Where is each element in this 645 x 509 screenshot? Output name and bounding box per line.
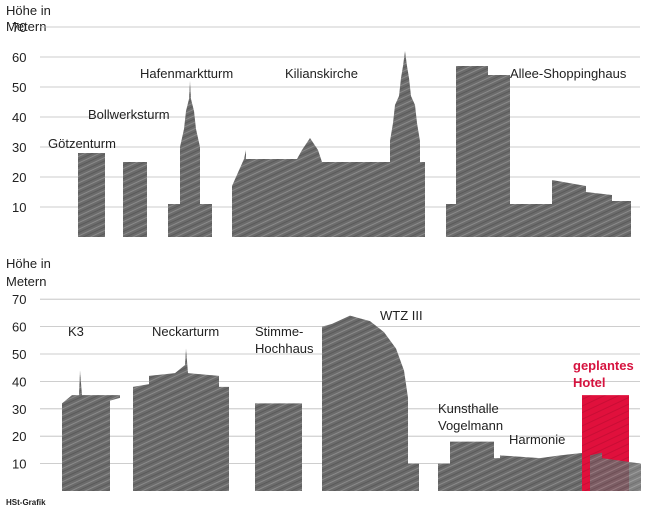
building-wtz-iii bbox=[322, 315, 419, 491]
building-label-geplantes-hotel: geplantes bbox=[573, 358, 634, 373]
building-stimme-hochhaus bbox=[255, 403, 302, 491]
building-shape-gotzenturm bbox=[78, 153, 105, 237]
building-shape-kunsthalle-vogelmann bbox=[438, 441, 500, 491]
y-axis-title-line-1: Höhe in bbox=[6, 3, 51, 18]
building-label-harmonie: Harmonie bbox=[509, 432, 565, 447]
building-label-kunsthalle-vogelmann: Kunsthalle bbox=[438, 401, 499, 416]
building-shape-k3 bbox=[62, 370, 120, 491]
y-tick-label: 20 bbox=[12, 170, 26, 185]
building-labels: Götzenturm Bollwerksturm Hafenmarktturm Kil… bbox=[48, 66, 627, 151]
building-neckarturm bbox=[133, 348, 229, 491]
building-label-stimme-hochhaus: Stimme- bbox=[255, 324, 303, 339]
building-shape-bollwerksturm bbox=[123, 162, 147, 237]
building-shape-stimme-hochhaus bbox=[255, 403, 302, 491]
building-label-stimme-hochhaus: Hochhaus bbox=[255, 341, 314, 356]
building-label-kilianskirche: Kilianskirche bbox=[285, 66, 358, 81]
y-tick-label: 10 bbox=[12, 200, 26, 215]
building-silhouettes bbox=[62, 315, 641, 491]
building-kunsthalle-vogelmann bbox=[438, 441, 500, 491]
y-axis-title-line-1: Höhe in bbox=[6, 256, 51, 271]
building-hafenmarktturm bbox=[168, 81, 212, 237]
building-label-wtz-iii: WTZ III bbox=[380, 308, 423, 323]
building-labels: K3 Neckarturm Stimme- Hochhaus WTZ III Kunsth… bbox=[68, 308, 634, 447]
y-tick-label: 40 bbox=[12, 374, 26, 389]
building-shape-allee-shoppinghaus bbox=[446, 66, 631, 237]
y-tick-labels: 10 20 30 40 50 60 70 bbox=[12, 292, 26, 471]
building-gotzenturm bbox=[78, 153, 105, 237]
building-shape-kilianskirche bbox=[232, 51, 425, 237]
building-shape-wtz-iii bbox=[322, 315, 419, 491]
building-label-geplantes-hotel: Hotel bbox=[573, 375, 606, 390]
y-tick-label: 30 bbox=[12, 140, 26, 155]
building-shape-neckarturm bbox=[133, 348, 229, 491]
building-label-neckarturm: Neckarturm bbox=[152, 324, 219, 339]
building-k3 bbox=[62, 370, 120, 491]
building-bollwerksturm bbox=[123, 162, 147, 237]
y-tick-label: 60 bbox=[12, 320, 26, 335]
building-kilianskirche bbox=[232, 51, 425, 237]
y-tick-label: 70 bbox=[12, 20, 26, 35]
y-axis-title-line-2: Metern bbox=[6, 19, 46, 34]
building-label-allee-shoppinghaus: Allee-Shoppinghaus bbox=[510, 66, 627, 81]
y-tick-label: 40 bbox=[12, 110, 26, 125]
building-shape-existing-harmonie bbox=[590, 452, 641, 491]
building-harmonie bbox=[500, 452, 585, 491]
y-tick-label: 60 bbox=[12, 50, 26, 65]
y-tick-label: 50 bbox=[12, 347, 26, 362]
y-tick-label: 10 bbox=[12, 457, 26, 472]
building-label-hafenmarktturm: Hafenmarktturm bbox=[140, 66, 233, 81]
building-silhouettes bbox=[78, 51, 631, 237]
building-label-bollwerksturm: Bollwerksturm bbox=[88, 107, 170, 122]
y-tick-label: 30 bbox=[12, 402, 26, 417]
building-label-kunsthalle-vogelmann: Vogelmann bbox=[438, 418, 503, 433]
chart-panel-top: Höhe in Metern 10 20 30 40 50 60 70 Götzenturm… bbox=[6, 3, 640, 237]
y-tick-label: 20 bbox=[12, 429, 26, 444]
y-tick-label: 70 bbox=[12, 292, 26, 307]
building-shape-harmonie bbox=[500, 452, 585, 491]
y-axis-title-line-2: Metern bbox=[6, 274, 46, 289]
building-allee-shoppinghaus bbox=[446, 66, 631, 237]
y-tick-label: 50 bbox=[12, 80, 26, 95]
building-geplantes-hotel bbox=[582, 395, 641, 491]
building-label-k3: K3 bbox=[68, 324, 84, 339]
building-shape-hafenmarktturm bbox=[168, 81, 212, 237]
chart-panel-bottom: Höhe in Metern 10 20 30 40 50 60 70 K3 Neckartu… bbox=[6, 256, 641, 491]
building-label-gotzenturm: Götzenturm bbox=[48, 136, 116, 151]
credit-text: HSt-Grafik bbox=[6, 498, 46, 507]
y-tick-labels: 10 20 30 40 50 60 70 bbox=[12, 20, 26, 215]
